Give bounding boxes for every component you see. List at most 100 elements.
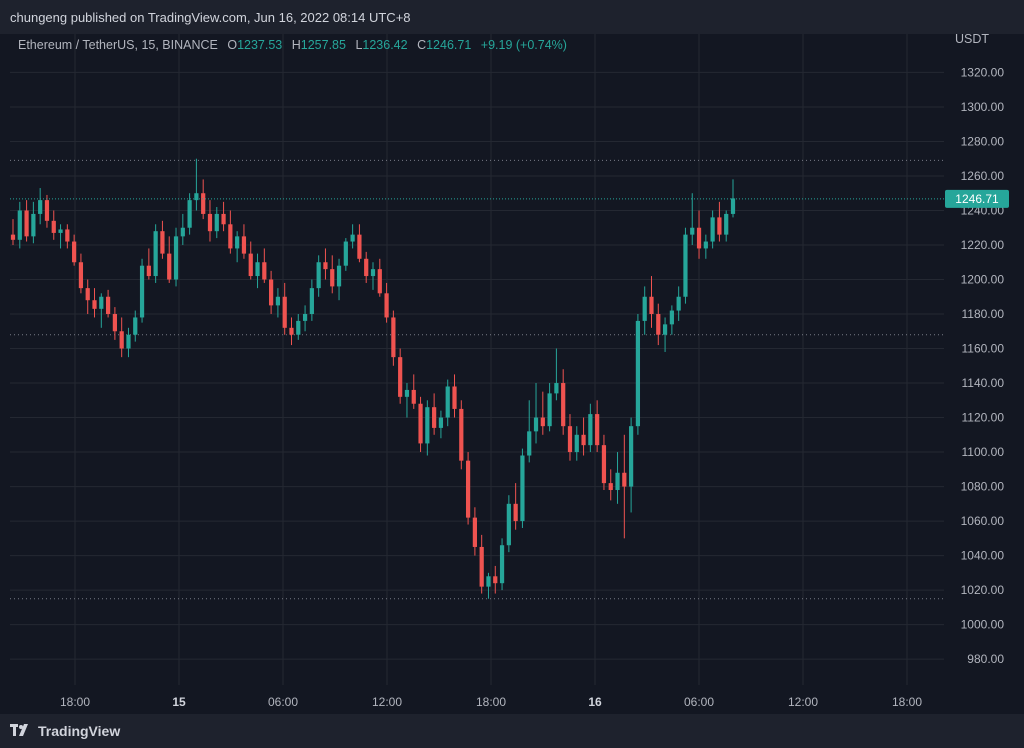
candle-body	[316, 262, 321, 289]
candle-body	[696, 227, 702, 249]
x-tick-label: 18:00	[476, 695, 506, 709]
candle-body	[703, 241, 708, 249]
last-price-label: 1246.71	[955, 192, 999, 206]
x-tick-label: 12:00	[372, 695, 402, 709]
candle-body	[717, 217, 722, 235]
y-tick-label: 1320.00	[961, 65, 1005, 79]
candle-body	[85, 288, 90, 301]
candle-body	[459, 408, 464, 461]
candle-body	[377, 269, 382, 294]
candle-body	[574, 434, 579, 453]
candle-body	[499, 545, 505, 584]
candle-body	[146, 265, 151, 277]
candle-body	[595, 414, 600, 446]
y-tick-label: 1080.00	[961, 480, 1005, 494]
candle-body	[139, 265, 145, 318]
y-tick-label: 1160.00	[962, 342, 1005, 356]
candle-body	[160, 231, 165, 254]
legend-close-label: C	[417, 38, 427, 52]
y-tick-label: 1280.00	[961, 134, 1005, 148]
candle-body	[214, 213, 219, 232]
x-tick-label: 15	[172, 695, 186, 709]
x-tick-label: 18:00	[892, 695, 922, 709]
candle-body	[126, 334, 131, 349]
candle-body	[282, 296, 287, 328]
candle-body	[72, 241, 77, 263]
candle-body	[676, 296, 681, 311]
candle-body	[669, 310, 674, 325]
candle-body	[194, 193, 199, 201]
candle-body	[411, 389, 416, 404]
legend-symbol: Ethereum / TetherUS, 15, BINANCE	[18, 38, 218, 52]
legend-low-value: 1236.42	[362, 38, 408, 52]
candle-body	[235, 236, 240, 249]
candle-body	[479, 546, 484, 587]
candle-body	[92, 300, 97, 309]
candle-body	[683, 234, 688, 297]
candle-body	[384, 293, 389, 318]
x-tick-label: 06:00	[684, 695, 714, 709]
candle-body	[486, 576, 491, 587]
candle-body	[323, 262, 328, 270]
candle-body	[228, 224, 233, 249]
candle-body	[622, 472, 627, 487]
candle-body	[710, 217, 715, 242]
candle-body	[51, 220, 56, 233]
candle-body	[330, 269, 335, 287]
candle-body	[269, 279, 274, 306]
candle-body	[452, 386, 457, 409]
candle-body	[357, 234, 362, 259]
candle-body	[187, 200, 192, 228]
candle-body	[58, 229, 63, 233]
candle-body	[662, 324, 668, 335]
candle-body	[690, 227, 695, 235]
candle-body	[418, 403, 423, 444]
candle-body	[472, 517, 477, 547]
candle-body	[615, 472, 620, 491]
candle-body	[133, 317, 138, 335]
candle-body	[425, 407, 430, 444]
legend-high-value: 1257.85	[300, 38, 346, 52]
legend-close-value: 1246.71	[426, 38, 472, 52]
candle-body	[445, 386, 450, 418]
legend-open-label: O	[227, 38, 238, 52]
y-tick-label: 1300.00	[961, 100, 1005, 114]
candle-body	[180, 227, 185, 237]
price-axis-unit: USDT	[955, 32, 990, 46]
chart-area[interactable]	[0, 34, 1024, 714]
candle-body	[370, 269, 376, 277]
legend-open-value: 1237.53	[237, 38, 283, 52]
candle-body	[561, 383, 566, 427]
candle-body	[608, 483, 613, 491]
candle-body	[289, 327, 294, 335]
y-tick-label: 1140.00	[962, 376, 1005, 390]
candle-body	[438, 417, 444, 428]
candle-body	[17, 210, 22, 240]
candle-body	[391, 317, 396, 358]
candle-body	[255, 262, 260, 277]
candle-body	[105, 296, 111, 315]
x-tick-label: 16	[588, 695, 602, 709]
candle-body	[201, 193, 206, 214]
candle-body	[506, 503, 511, 546]
candle-body	[554, 383, 559, 394]
candle-body	[642, 296, 647, 321]
candle-body	[629, 426, 634, 487]
candle-body	[336, 265, 342, 287]
candle-body	[398, 357, 403, 397]
y-tick-label: 1020.00	[961, 583, 1005, 597]
y-tick-label: 1100.00	[962, 445, 1005, 459]
candle-body	[343, 241, 348, 266]
footer-brand: TradingView	[38, 723, 121, 739]
candle-body	[302, 314, 308, 321]
candle-body	[581, 434, 586, 446]
y-tick-label: 980.00	[967, 652, 1004, 666]
candle-body	[262, 262, 267, 280]
last-price-tag	[945, 189, 1009, 208]
candle-body	[38, 200, 43, 214]
candle-body	[44, 200, 50, 221]
candle-body	[167, 253, 172, 280]
x-tick-label: 12:00	[788, 695, 818, 709]
legend-low-label: L	[355, 38, 363, 52]
